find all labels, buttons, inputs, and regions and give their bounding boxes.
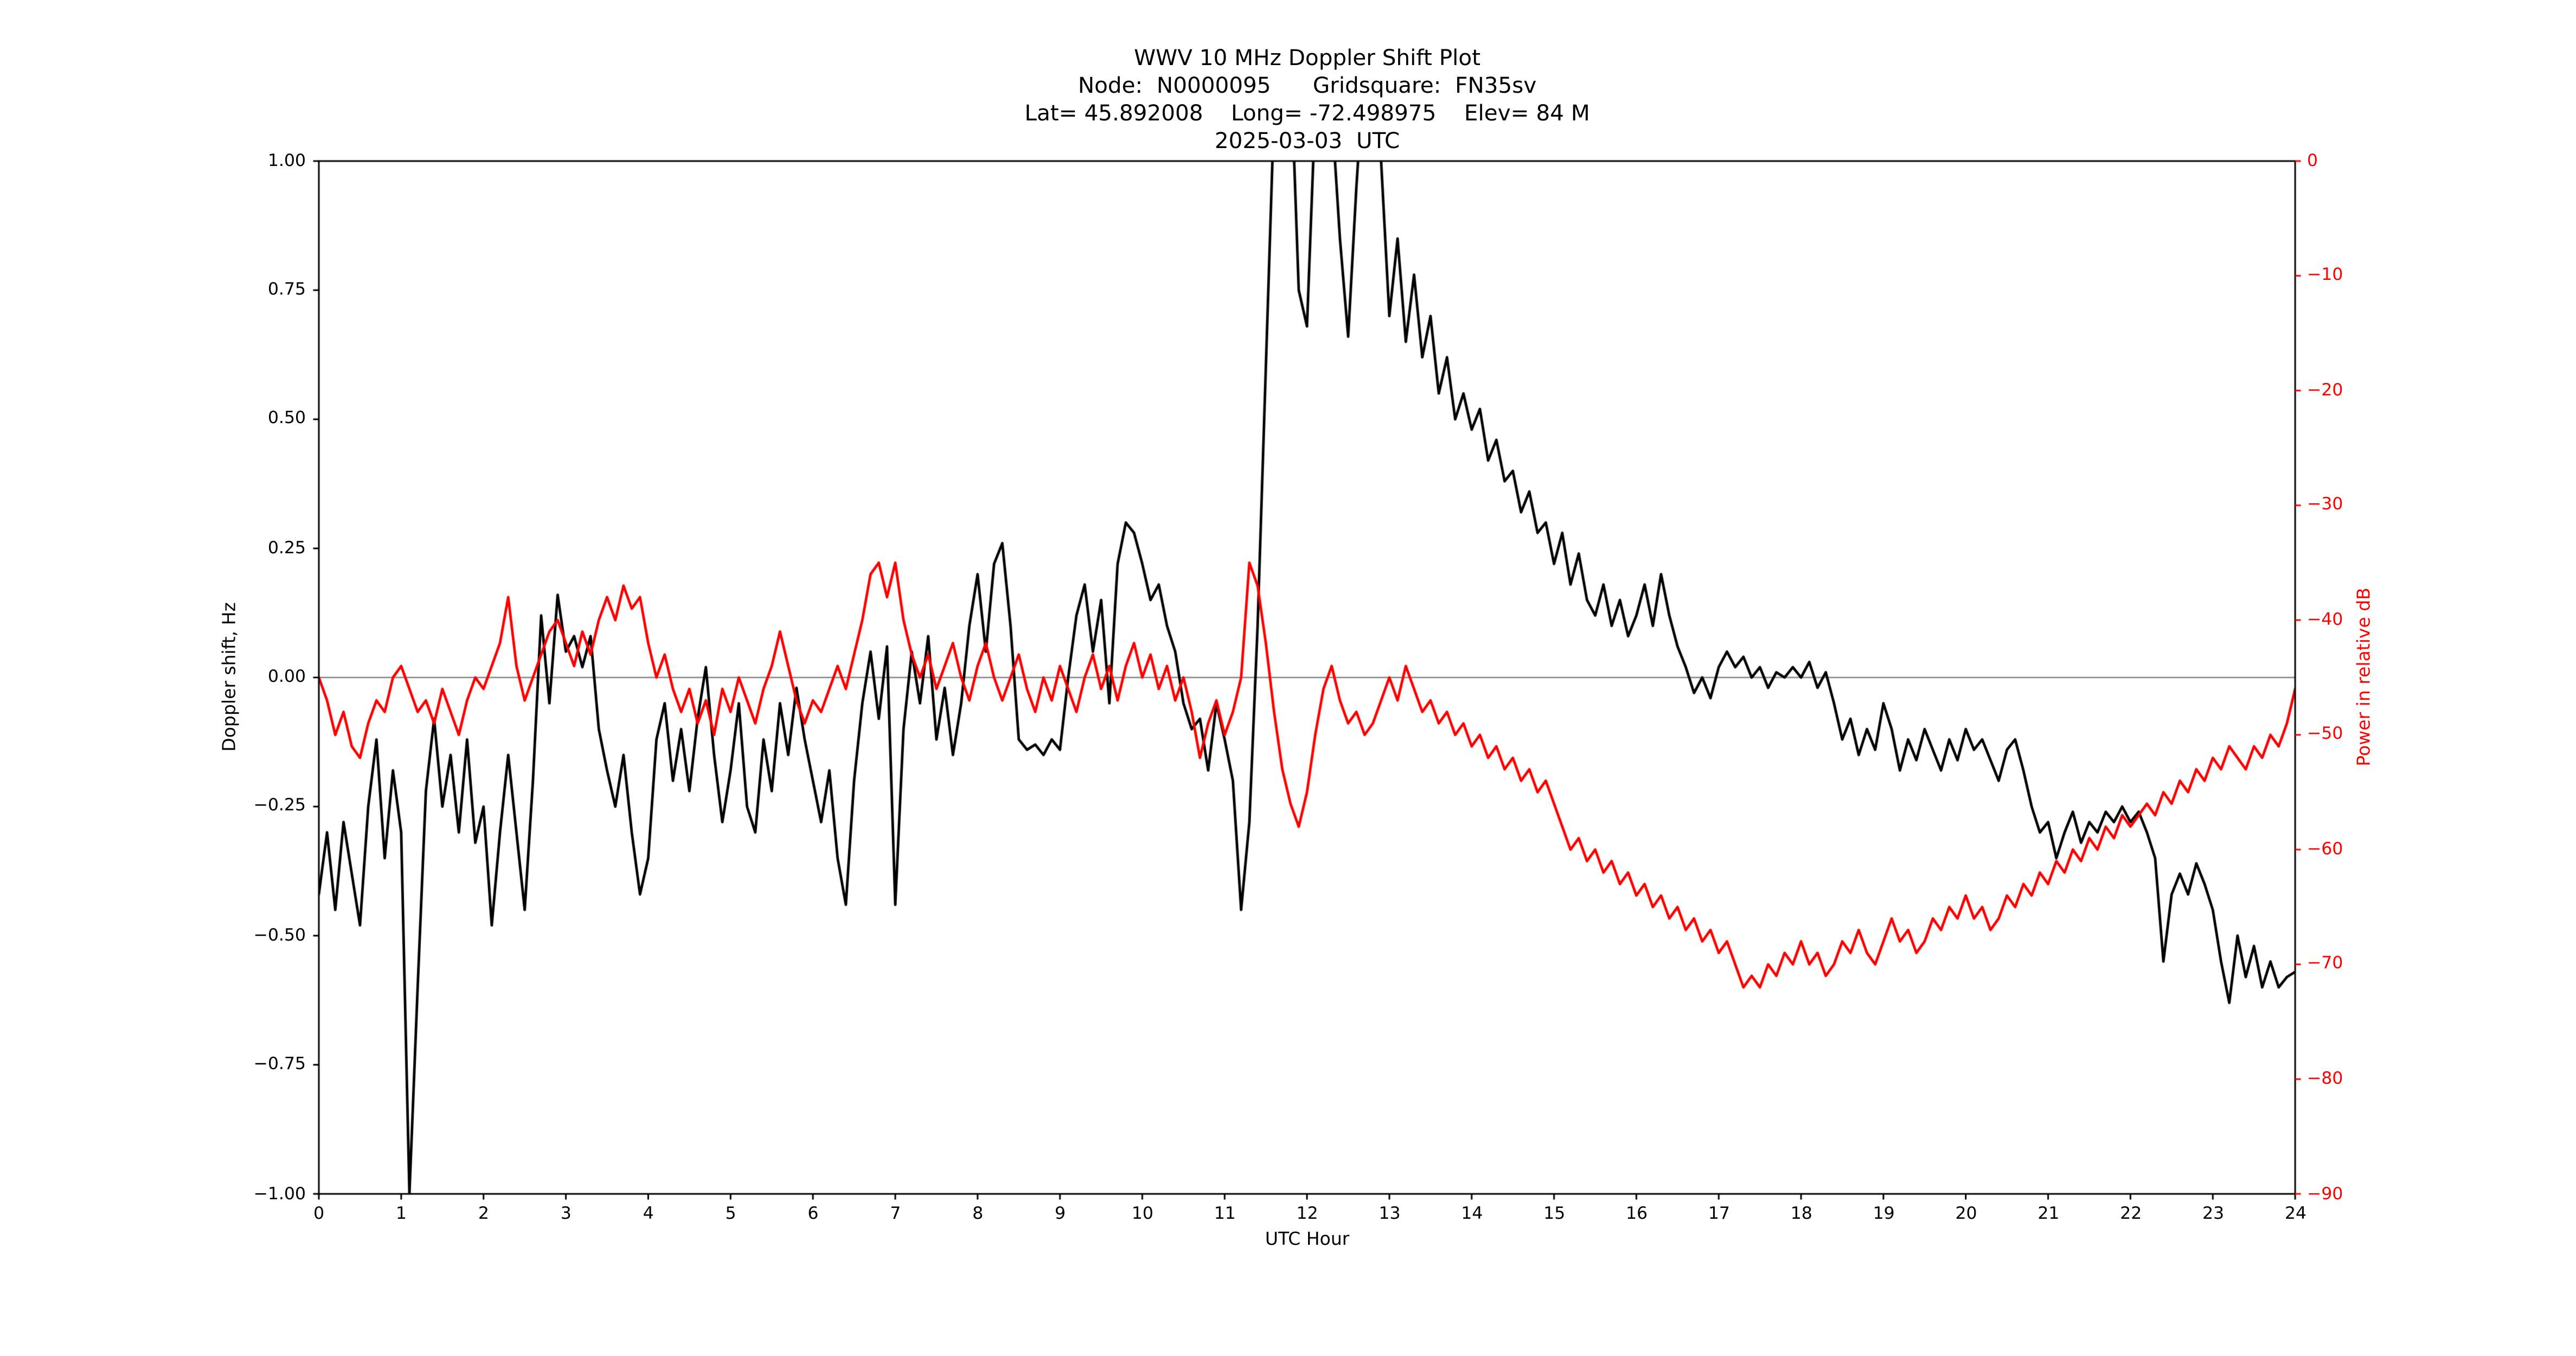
left-y-tick-label: −1.00 bbox=[253, 1184, 306, 1204]
x-tick-label: 9 bbox=[1054, 1204, 1066, 1224]
right-y-tick-label: −60 bbox=[2307, 839, 2343, 859]
right-y-tick-label: −50 bbox=[2307, 724, 2343, 744]
x-tick-label: 14 bbox=[1461, 1204, 1483, 1224]
x-tick-label: 10 bbox=[1131, 1204, 1154, 1224]
right-y-tick-label: −20 bbox=[2307, 380, 2343, 400]
right-y-tick-label: −10 bbox=[2307, 265, 2343, 285]
x-tick-label: 24 bbox=[2284, 1204, 2307, 1224]
chart-title: WWV 10 MHz Doppler Shift Plot bbox=[1134, 46, 1481, 72]
x-tick-label: 17 bbox=[1708, 1204, 1730, 1224]
x-tick-label: 23 bbox=[2202, 1204, 2225, 1224]
x-tick-label: 19 bbox=[1873, 1204, 1895, 1224]
left-y-tick-label: 1.00 bbox=[267, 150, 306, 170]
left-y-tick-label: 0.25 bbox=[267, 538, 306, 558]
location-info: Lat= 45.892008 Long= -72.498975 Elev= 84… bbox=[1024, 101, 1590, 127]
x-tick-label: 12 bbox=[1296, 1204, 1318, 1224]
left-y-tick-label: 0.75 bbox=[267, 279, 306, 299]
x-tick-label: 7 bbox=[890, 1204, 901, 1224]
x-tick-label: 2 bbox=[478, 1204, 489, 1224]
right-y-tick-label: −40 bbox=[2307, 610, 2343, 630]
x-tick-label: 5 bbox=[725, 1204, 736, 1224]
left-y-tick-label: −0.25 bbox=[253, 796, 306, 816]
left-y-tick-label: −0.75 bbox=[253, 1054, 306, 1074]
x-axis-label: UTC Hour bbox=[1265, 1229, 1350, 1250]
right-y-tick-label: −90 bbox=[2307, 1184, 2343, 1204]
x-tick-label: 4 bbox=[643, 1204, 654, 1224]
x-tick-label: 1 bbox=[395, 1204, 407, 1224]
node-info: Node: N0000095 Gridsquare: FN35sv bbox=[1078, 73, 1537, 99]
x-tick-label: 20 bbox=[1955, 1204, 1977, 1224]
right-y-tick-label: 0 bbox=[2307, 150, 2318, 170]
x-tick-label: 15 bbox=[1543, 1204, 1566, 1224]
date-info: 2025-03-03 UTC bbox=[1214, 129, 1400, 155]
left-y-tick-label: −0.50 bbox=[253, 925, 306, 945]
x-tick-label: 16 bbox=[1625, 1204, 1648, 1224]
right-y-axis-label: Power in relative dB bbox=[2353, 587, 2375, 766]
x-tick-label: 21 bbox=[2037, 1204, 2060, 1224]
x-tick-label: 3 bbox=[560, 1204, 572, 1224]
x-tick-label: 18 bbox=[1790, 1204, 1812, 1224]
left-y-tick-label: 0.50 bbox=[267, 408, 306, 428]
x-tick-label: 8 bbox=[972, 1204, 984, 1224]
x-tick-label: 0 bbox=[313, 1204, 325, 1224]
x-tick-label: 11 bbox=[1214, 1204, 1236, 1224]
right-y-tick-label: −30 bbox=[2307, 495, 2343, 515]
x-tick-label: 13 bbox=[1379, 1204, 1401, 1224]
right-y-tick-label: −70 bbox=[2307, 954, 2343, 974]
x-tick-label: 6 bbox=[808, 1204, 819, 1224]
left-y-tick-label: 0.00 bbox=[267, 667, 306, 687]
right-y-tick-label: −80 bbox=[2307, 1069, 2343, 1089]
x-tick-label: 22 bbox=[2120, 1204, 2142, 1224]
